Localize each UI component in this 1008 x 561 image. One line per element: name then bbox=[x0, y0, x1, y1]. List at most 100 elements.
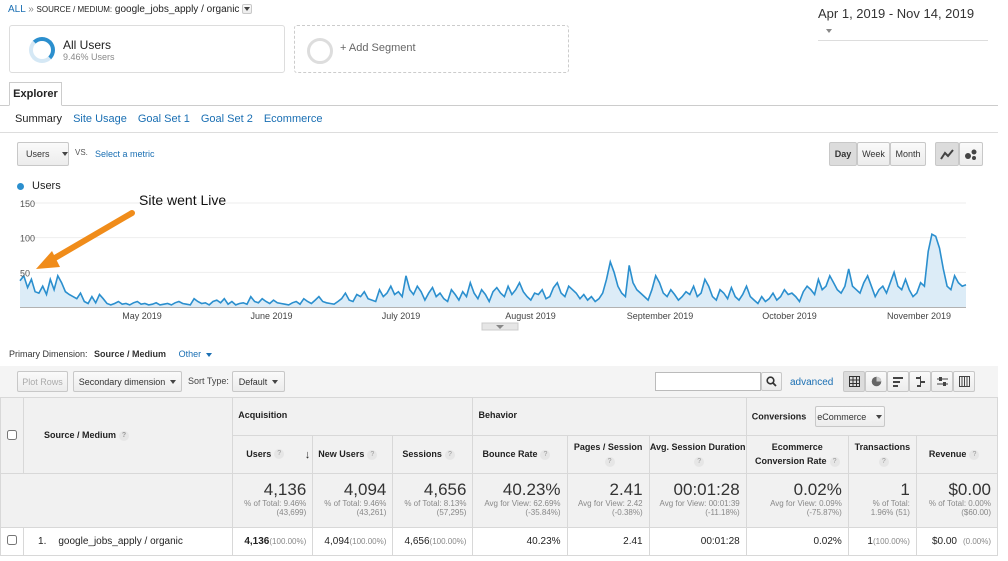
sessions-column-header[interactable]: Sessions? bbox=[392, 435, 474, 474]
help-icon[interactable]: ? bbox=[604, 456, 615, 467]
select-all-checkbox[interactable] bbox=[7, 429, 17, 440]
conversions-label: Conversions bbox=[751, 411, 807, 422]
users-column-header[interactable]: Users? ↓ bbox=[232, 435, 314, 474]
y-tick-label: 50 bbox=[20, 268, 30, 278]
select-metric-link[interactable]: Select a metric bbox=[95, 149, 155, 159]
y-tick-label: 150 bbox=[20, 199, 35, 209]
performance-view-button[interactable] bbox=[887, 371, 909, 392]
segment-all-users[interactable]: All Users 9.46% Users bbox=[9, 25, 285, 73]
total-ecr-subtext: Avg for View: 0.09% (-75.87%) bbox=[770, 499, 842, 517]
subtab-goal-set-1[interactable]: Goal Set 1 bbox=[137, 113, 190, 125]
x-tick-label: October 2019 bbox=[762, 311, 817, 321]
total-sessions-subtext: % of Total: 8.13% (57,295) bbox=[404, 499, 467, 517]
plot-rows-button[interactable]: Plot Rows bbox=[17, 371, 68, 392]
breadcrumb-all-link[interactable]: ALL bbox=[8, 4, 26, 15]
help-icon[interactable]: ? bbox=[969, 449, 980, 460]
comparison-view-button[interactable] bbox=[909, 371, 931, 392]
search-button[interactable] bbox=[761, 372, 782, 391]
pie-chart-icon bbox=[871, 376, 881, 387]
source-medium-header[interactable]: Source / Medium? bbox=[23, 397, 234, 474]
x-tick-label: May 2019 bbox=[122, 311, 162, 321]
total-sessions-value: 4,656 bbox=[423, 480, 467, 499]
users-column-label: Users bbox=[246, 448, 272, 459]
x-tick-label: November 2019 bbox=[887, 311, 951, 321]
table-search-input[interactable] bbox=[655, 372, 761, 391]
subtab-divider bbox=[0, 132, 998, 133]
add-segment-button[interactable]: + Add Segment bbox=[294, 25, 569, 73]
total-sessions: 4,656% of Total: 8.13% (57,295) bbox=[392, 473, 474, 528]
breadcrumb-dropdown-button[interactable] bbox=[242, 4, 253, 15]
row-index: 1. bbox=[38, 536, 47, 547]
help-icon[interactable]: ? bbox=[540, 449, 551, 460]
bounce-rate-column-header[interactable]: Bounce Rate? bbox=[472, 435, 568, 474]
date-range-picker[interactable]: Apr 1, 2019 - Nov 14, 2019 bbox=[818, 6, 988, 41]
data-view-button[interactable] bbox=[843, 371, 865, 392]
row-sessions-percent: (100.00%) bbox=[429, 537, 467, 546]
row-sessions: 4,656(100.00%) bbox=[392, 527, 474, 556]
chart-annotation: Site went Live bbox=[139, 192, 227, 208]
advanced-filter-link[interactable]: advanced bbox=[790, 377, 834, 388]
add-segment-circle-icon bbox=[307, 38, 333, 64]
subtab-summary[interactable]: Summary bbox=[15, 113, 63, 125]
line-chart-icon bbox=[940, 149, 954, 160]
secondary-dimension-label: Secondary dimension bbox=[78, 376, 166, 387]
row-users: 4,136(100.00%) bbox=[232, 527, 314, 556]
chevron-down-icon bbox=[496, 325, 504, 329]
metric-select[interactable]: Users bbox=[17, 142, 69, 166]
subtab-site-usage[interactable]: Site Usage bbox=[73, 113, 127, 125]
row-checkbox[interactable] bbox=[7, 535, 17, 545]
total-duration: 00:01:28 Avg for View: 00:01:39 (-11.18%) bbox=[648, 473, 747, 528]
row-revenue: $0.00 (0.00%) bbox=[915, 527, 999, 556]
percentage-view-button[interactable] bbox=[865, 371, 887, 392]
primary-dimension-value[interactable]: Source / Medium bbox=[94, 349, 167, 359]
total-pages-session-value: 2.41 bbox=[609, 480, 643, 499]
conversions-select[interactable]: eCommerce bbox=[814, 406, 885, 427]
week-button[interactable]: Week bbox=[857, 142, 890, 166]
total-users-subtext: % of Total: 9.46% (43,699) bbox=[244, 499, 307, 517]
help-icon[interactable]: ? bbox=[274, 449, 285, 460]
subtab-goal-set-2[interactable]: Goal Set 2 bbox=[200, 113, 253, 125]
term-cloud-view-button[interactable] bbox=[931, 371, 953, 392]
secondary-dimension-select[interactable]: Secondary dimension bbox=[73, 371, 182, 392]
help-icon[interactable]: ? bbox=[367, 449, 378, 460]
duration-column-label: Avg. Session Duration bbox=[649, 442, 746, 452]
ecommerce-conversion-rate-header[interactable]: Ecommerce Conversion Rate? bbox=[745, 435, 849, 474]
annotation-arrow-icon bbox=[36, 210, 135, 269]
duration-column-header[interactable]: Avg. Session Duration? bbox=[648, 435, 747, 474]
help-icon[interactable]: ? bbox=[444, 449, 455, 460]
legend-label: Users bbox=[32, 180, 61, 192]
bubble-chart-icon bbox=[965, 149, 977, 160]
report-table: Source / Medium? Acquisition Behavior Co… bbox=[0, 397, 999, 556]
transactions-column-header[interactable]: Transactions? bbox=[847, 435, 917, 474]
row-pages-session: 2.41 bbox=[566, 527, 650, 556]
pages-session-column-header[interactable]: Pages / Session? bbox=[566, 435, 650, 474]
total-transactions-subtext: % of Total: 1.96% (51) bbox=[870, 499, 910, 517]
help-icon[interactable]: ? bbox=[119, 430, 130, 441]
help-icon[interactable]: ? bbox=[878, 456, 889, 467]
month-button[interactable]: Month bbox=[890, 142, 926, 166]
help-icon[interactable]: ? bbox=[694, 456, 705, 467]
row-source-link[interactable]: google_jobs_apply / organic bbox=[58, 536, 183, 547]
conversions-select-value: eCommerce bbox=[817, 411, 867, 422]
other-dimension-link[interactable]: Other bbox=[178, 349, 202, 359]
row-checkbox-cell bbox=[0, 527, 25, 556]
subtabs: Summary Site Usage Goal Set 1 Goal Set 2… bbox=[15, 113, 323, 125]
motion-chart-button[interactable] bbox=[959, 142, 983, 166]
users-line bbox=[19, 232, 967, 306]
tab-explorer[interactable]: Explorer bbox=[9, 82, 62, 106]
chevron-down-icon bbox=[876, 414, 883, 419]
day-button[interactable]: Day bbox=[829, 142, 857, 166]
help-icon[interactable]: ? bbox=[829, 456, 840, 467]
select-all-cell bbox=[0, 397, 25, 474]
subtab-ecommerce[interactable]: Ecommerce bbox=[263, 113, 323, 125]
pivot-view-button[interactable] bbox=[953, 371, 975, 392]
total-bounce-rate-subtext: Avg for View: 62.69% (-35.84%) bbox=[484, 499, 561, 517]
revenue-column-header[interactable]: Revenue? bbox=[915, 435, 999, 474]
x-tick-label: September 2019 bbox=[627, 311, 694, 321]
new-users-column-header[interactable]: New Users? bbox=[312, 435, 394, 474]
total-pages-session: 2.41 Avg for View: 2.42 (-0.38%) bbox=[566, 473, 650, 528]
line-chart-button[interactable] bbox=[935, 142, 959, 166]
sort-type-select[interactable]: Default bbox=[232, 371, 285, 392]
chart-legend: Users bbox=[17, 180, 61, 192]
primary-dimension-label: Primary Dimension: bbox=[9, 349, 88, 359]
